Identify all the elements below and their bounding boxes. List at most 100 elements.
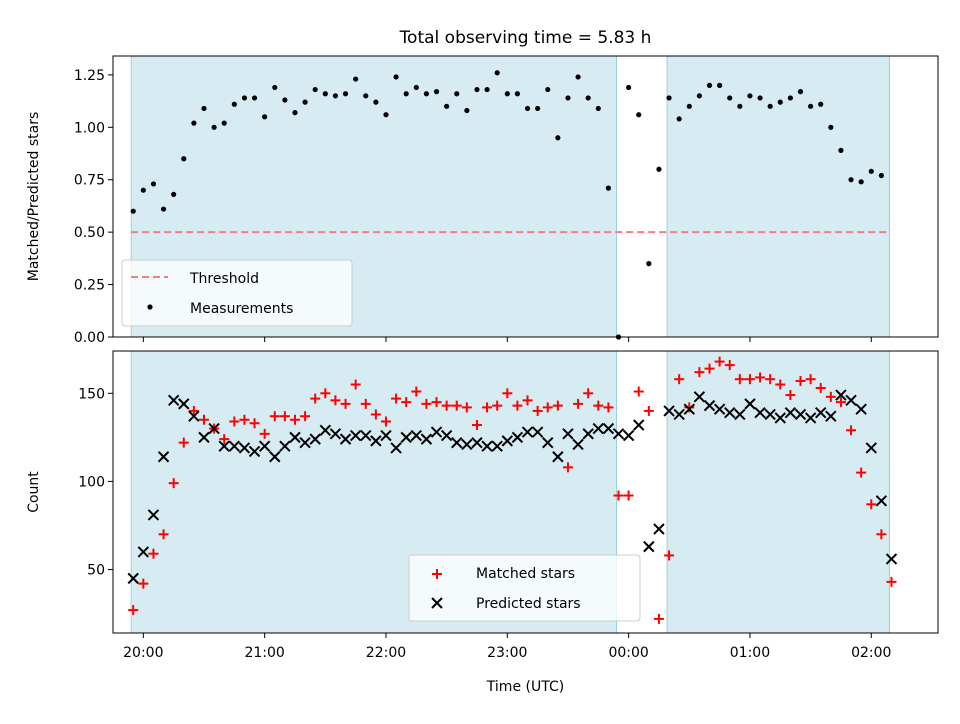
data-point bbox=[440, 429, 453, 442]
data-point-b bbox=[279, 440, 291, 452]
chart-title: Total observing time = 5.83 h bbox=[399, 28, 652, 48]
data-point-b bbox=[754, 406, 766, 419]
data-point bbox=[592, 422, 605, 435]
data-point bbox=[360, 398, 371, 409]
data-point bbox=[147, 509, 160, 521]
data-point bbox=[595, 105, 601, 112]
data-point bbox=[310, 393, 321, 404]
data-point bbox=[504, 91, 510, 97]
shaded-interval bbox=[666, 350, 890, 634]
data-point bbox=[258, 440, 271, 452]
data-point bbox=[804, 412, 817, 424]
data-point bbox=[410, 429, 423, 442]
data-point bbox=[724, 406, 736, 419]
data-point bbox=[300, 411, 311, 422]
data-point-b bbox=[572, 438, 584, 451]
y-tick-label: 1.00 bbox=[74, 120, 105, 136]
data-point bbox=[188, 405, 199, 416]
data-point bbox=[785, 390, 796, 401]
x-tick-label: 01:00 bbox=[730, 645, 770, 661]
data-point bbox=[401, 397, 412, 408]
data-point bbox=[693, 391, 706, 403]
data-point bbox=[251, 95, 258, 101]
data-point bbox=[835, 389, 847, 401]
data-point-b bbox=[562, 428, 574, 440]
data-point bbox=[413, 84, 419, 91]
data-point-b bbox=[521, 426, 534, 438]
data-point bbox=[289, 414, 300, 425]
y-tick-label: 1.25 bbox=[74, 68, 105, 84]
data-point bbox=[302, 99, 308, 105]
data-point bbox=[545, 86, 551, 93]
data-point-b bbox=[400, 431, 412, 444]
data-point-b bbox=[673, 408, 685, 421]
data-point bbox=[765, 374, 776, 385]
data-point bbox=[400, 431, 412, 444]
data-point bbox=[684, 402, 695, 413]
data-point bbox=[683, 403, 695, 415]
data-point-b bbox=[531, 426, 544, 438]
data-point bbox=[188, 410, 200, 422]
data-point bbox=[583, 388, 594, 399]
data-point bbox=[573, 398, 584, 409]
data-point bbox=[370, 409, 381, 420]
data-point bbox=[350, 379, 361, 390]
data-point bbox=[858, 179, 864, 185]
data-point bbox=[885, 553, 898, 565]
data-point-b bbox=[734, 408, 746, 421]
data-point bbox=[602, 422, 615, 435]
data-point bbox=[461, 402, 472, 413]
data-point bbox=[178, 437, 189, 448]
data-point bbox=[441, 400, 452, 411]
data-point bbox=[181, 156, 187, 162]
data-point bbox=[128, 605, 139, 616]
data-point bbox=[636, 112, 642, 118]
data-point bbox=[299, 436, 311, 449]
data-point bbox=[221, 120, 227, 126]
data-point-b bbox=[592, 422, 605, 435]
data-point bbox=[674, 374, 685, 385]
data-point bbox=[178, 398, 190, 410]
data-point bbox=[494, 70, 500, 76]
data-point bbox=[342, 91, 349, 97]
data-point-b bbox=[349, 429, 362, 442]
data-point-b bbox=[875, 495, 888, 507]
data-point-b bbox=[845, 394, 857, 407]
data-point-b bbox=[501, 435, 514, 447]
data-point-b bbox=[602, 422, 615, 435]
axes-frame bbox=[112, 350, 939, 634]
data-point bbox=[886, 576, 897, 587]
data-point bbox=[340, 398, 351, 409]
data-point bbox=[626, 84, 632, 91]
data-point-b bbox=[491, 440, 503, 452]
x-axis-label: Time (UTC) bbox=[486, 679, 564, 695]
data-point-b bbox=[663, 405, 675, 417]
data-point bbox=[704, 363, 715, 374]
data-point bbox=[878, 172, 884, 179]
data-point bbox=[482, 402, 493, 413]
data-point bbox=[269, 451, 281, 463]
data-point bbox=[511, 431, 524, 444]
data-point-b bbox=[309, 433, 321, 445]
data-point bbox=[138, 578, 149, 589]
data-point bbox=[279, 440, 291, 452]
data-point-b bbox=[440, 429, 453, 442]
data-point bbox=[130, 208, 136, 214]
data-point-b bbox=[390, 442, 402, 454]
data-point bbox=[339, 433, 352, 445]
data-point-b bbox=[582, 428, 594, 440]
data-point bbox=[391, 393, 402, 404]
data-point bbox=[171, 191, 177, 198]
legend-measurement-swatch bbox=[147, 304, 153, 310]
data-point bbox=[239, 414, 250, 425]
data-point bbox=[157, 451, 170, 463]
data-point bbox=[865, 442, 877, 454]
data-point bbox=[249, 418, 260, 429]
data-point bbox=[201, 105, 207, 112]
data-point bbox=[390, 442, 402, 454]
data-point-b bbox=[643, 540, 655, 553]
y-axis-label: Matched/Predicted stars bbox=[26, 112, 42, 282]
data-point bbox=[795, 375, 806, 386]
data-point bbox=[737, 103, 743, 109]
data-point bbox=[471, 420, 482, 431]
